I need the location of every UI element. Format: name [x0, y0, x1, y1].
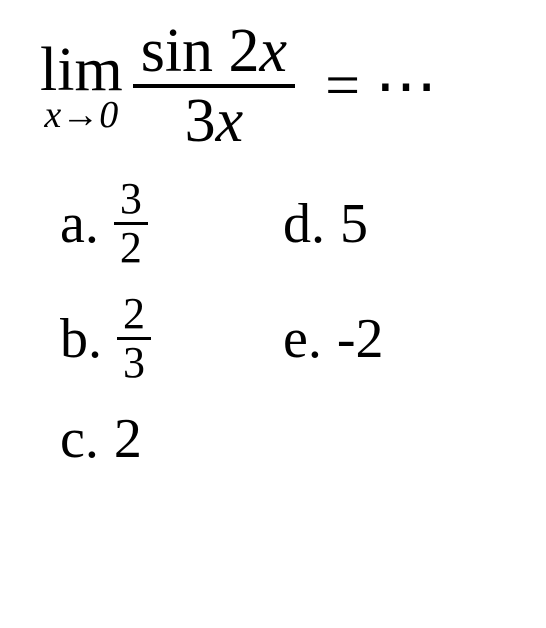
limit-operator: lim x→0 [40, 39, 123, 134]
choice-a: a. 3 2 [60, 177, 283, 270]
choice-e-label: e. [283, 307, 322, 371]
den-coeff: 3 [185, 87, 216, 155]
choice-d: d. 5 [283, 177, 506, 270]
choice-b-top: 2 [117, 292, 151, 340]
denominator: 3x [185, 88, 244, 152]
choice-d-value: 5 [340, 192, 368, 256]
choice-a-bot: 2 [120, 225, 142, 270]
ellipsis: ⋯ [375, 49, 432, 123]
choice-b-fraction: 2 3 [117, 292, 151, 385]
num-var: x [260, 17, 288, 85]
lim-text: lim [40, 39, 123, 101]
equals-sign: = [325, 51, 360, 122]
numerator: sin 2x [133, 20, 295, 88]
num-coeff: 2 [229, 17, 260, 85]
lim-var: x [44, 94, 61, 136]
choice-a-label: a. [60, 192, 99, 256]
lim-target: 0 [99, 94, 118, 136]
den-var: x [216, 87, 244, 155]
choice-b-bot: 3 [123, 340, 145, 385]
answer-choices: a. 3 2 d. 5 b. 2 3 e. -2 c. 2 [40, 177, 506, 471]
choice-a-fraction: 3 2 [114, 177, 148, 270]
lim-subscript: x→0 [44, 96, 118, 134]
choice-c-label: c. [60, 407, 99, 471]
choice-c: c. 2 [60, 407, 283, 471]
choice-e: e. -2 [283, 292, 506, 385]
choice-a-top: 3 [114, 177, 148, 225]
choice-c-value: 2 [114, 407, 142, 471]
main-fraction: sin 2x 3x [133, 20, 295, 152]
choice-b-label: b. [60, 307, 102, 371]
choice-d-label: d. [283, 192, 325, 256]
sin-func: sin [141, 17, 213, 85]
limit-equation: lim x→0 sin 2x 3x = ⋯ [40, 20, 506, 152]
choice-b: b. 2 3 [60, 292, 283, 385]
arrow-symbol: → [61, 94, 99, 136]
choice-e-value: -2 [337, 307, 384, 371]
